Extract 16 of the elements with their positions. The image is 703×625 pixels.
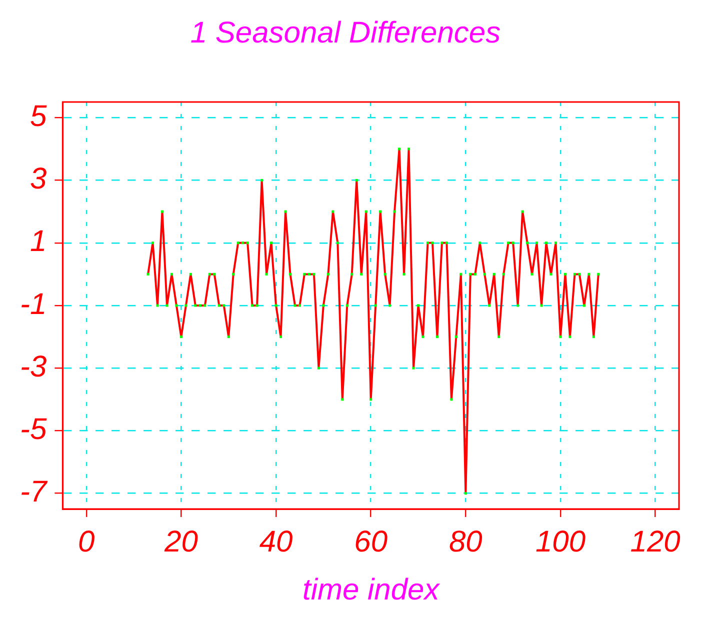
x-tick-label: 40 — [259, 525, 294, 558]
y-tick-label: -3 — [20, 350, 47, 384]
y-tick-label: -5 — [20, 413, 47, 446]
x-tick-label: 80 — [448, 525, 483, 558]
x-axis-title: time index — [302, 573, 440, 606]
y-tick-label: 5 — [30, 100, 47, 133]
x-tick-label: 120 — [630, 525, 681, 558]
x-tick-label: 60 — [354, 525, 388, 558]
x-tick-label: 100 — [535, 525, 586, 558]
x-tick-label: 0 — [78, 525, 96, 558]
y-tick-label: 3 — [30, 162, 47, 196]
chart-title: 1 Seasonal Differences — [190, 16, 501, 50]
y-tick-label: -1 — [20, 288, 47, 321]
y-tick-label: -7 — [20, 476, 48, 509]
y-tick-label: 1 — [30, 225, 47, 258]
x-tick-label: 20 — [164, 525, 198, 558]
